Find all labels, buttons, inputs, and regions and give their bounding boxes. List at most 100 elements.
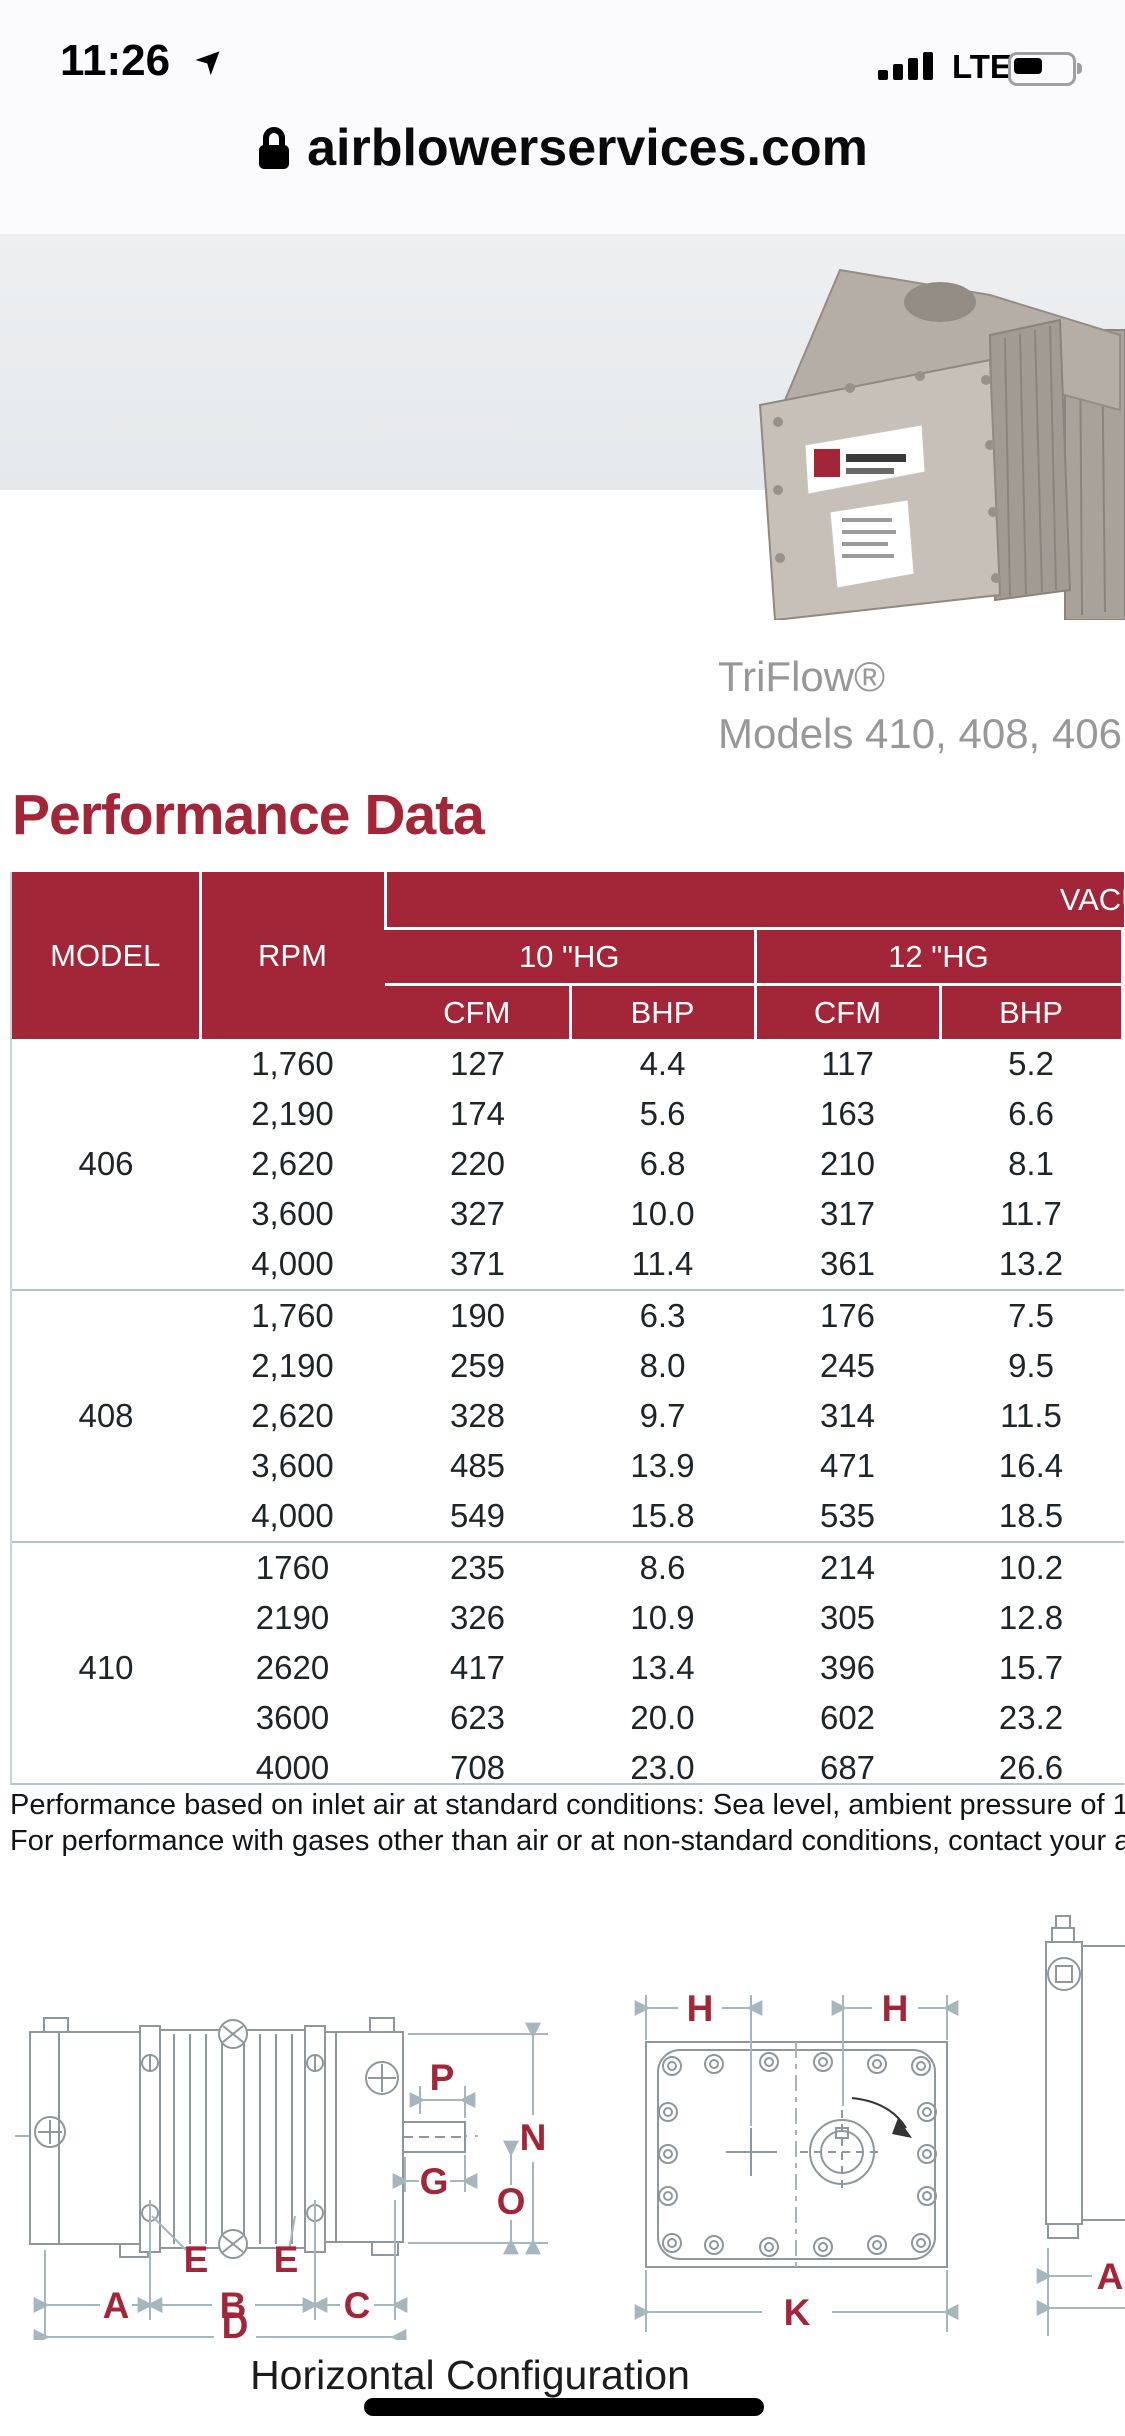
cell: 535 (755, 1491, 940, 1542)
header-vacuum: VACUUM (383, 872, 1124, 929)
cell: 220 (385, 1139, 570, 1189)
cell: 127 (385, 1039, 570, 1089)
header-model: MODEL (12, 872, 200, 1039)
cell: 549 (385, 1491, 570, 1542)
battery-icon (1008, 52, 1082, 86)
end-view-diagram (1045, 1915, 1125, 2239)
table-row: 2620 417 13.4 396 15.7 (12, 1643, 1124, 1693)
cell-signal-icon (878, 52, 940, 80)
cell: 623 (385, 1693, 570, 1743)
network-type-label: LTE (952, 48, 1012, 85)
header-12hg: 12 "HG (753, 927, 1122, 985)
cell: 396 (755, 1643, 940, 1693)
cell: 9.7 (570, 1391, 755, 1441)
cell: 174 (385, 1089, 570, 1139)
dim-label-H: H (882, 1988, 909, 2029)
home-indicator[interactable] (364, 2398, 764, 2416)
clock-label: 11:26 (60, 36, 171, 85)
table-row: 2190 326 10.9 305 12.8 (12, 1593, 1124, 1643)
cell: 18.5 (940, 1491, 1122, 1542)
cell-offscreen (1122, 1441, 1124, 1491)
header-bhp-10: BHP (568, 983, 755, 1039)
cell: 3,600 (200, 1189, 385, 1239)
cell: 20.0 (570, 1693, 755, 1743)
cell: 11.5 (940, 1391, 1122, 1441)
cell: 2190 (200, 1593, 385, 1643)
photo-caption: TriFlow® Models 410, 408, 406 (718, 648, 1122, 762)
cell: 2620 (200, 1643, 385, 1693)
top-view-dimensions (634, 1995, 959, 2332)
header-10hg: 10 "HG (385, 927, 755, 985)
end-view-dimensions (1036, 2248, 1125, 2336)
dim-label-A: A (1097, 2256, 1124, 2297)
cell: 471 (755, 1441, 940, 1491)
table-row: 3,600 485 13.9 471 16.4 (12, 1441, 1124, 1491)
cell-offscreen (1122, 1743, 1124, 1783)
cell: 8.0 (570, 1341, 755, 1391)
table-row: 3600 623 20.0 602 23.2 (12, 1693, 1124, 1743)
cell: 13.9 (570, 1441, 755, 1491)
dim-label-P: P (430, 2057, 455, 2098)
cell-offscreen (1122, 1693, 1124, 1743)
cell: 176 (755, 1289, 940, 1341)
header-bhp-12: BHP (938, 983, 1122, 1039)
dim-label-E: E (184, 2239, 209, 2280)
table-row: 408 1,760 190 6.3 176 7.5 (12, 1289, 1124, 1542)
cell: 2,190 (200, 1089, 385, 1139)
cell: 305 (755, 1593, 940, 1643)
cell-offscreen (1122, 1643, 1124, 1693)
cell: 328 (385, 1391, 570, 1441)
cell: 11.7 (940, 1189, 1122, 1239)
cell: 10.0 (570, 1189, 755, 1239)
cell: 4,000 (200, 1491, 385, 1542)
dim-label-C: C (344, 2285, 371, 2326)
cell: 10.9 (570, 1593, 755, 1643)
cell: 2,620 (200, 1139, 385, 1189)
dim-label-N: N (520, 2117, 547, 2158)
cell: 7.5 (940, 1289, 1122, 1341)
header-cfm-10: CFM (385, 983, 570, 1039)
photo-caption-brand: TriFlow® (718, 653, 886, 700)
cell: 163 (755, 1089, 940, 1139)
cell: 2,190 (200, 1341, 385, 1391)
cell: 6.8 (570, 1139, 755, 1189)
url-text[interactable]: airblowerservices.com (307, 119, 868, 177)
status-bar: 11:26 ➤ LTE (0, 0, 1125, 100)
header-offscreen-col (1120, 983, 1124, 1039)
table-row: 406 1,760 127 4.4 117 5.2 (12, 1039, 1124, 1290)
cell: 327 (385, 1189, 570, 1239)
cell: 4000 (200, 1743, 385, 1783)
table-row: 2,620 328 9.7 314 11.5 (12, 1391, 1124, 1441)
cell: 417 (385, 1643, 570, 1693)
cell-offscreen (1122, 1289, 1124, 1341)
cell: 317 (755, 1189, 940, 1239)
cell: 5.6 (570, 1089, 755, 1139)
table-row: 4,000 371 11.4 361 13.2 (12, 1239, 1124, 1290)
location-icon: ➤ (186, 36, 234, 84)
cell: 245 (755, 1341, 940, 1391)
cell: 15.7 (940, 1643, 1122, 1693)
cell: 326 (385, 1593, 570, 1643)
dim-label-A: A (103, 2285, 130, 2326)
cell: 8.6 (570, 1541, 755, 1593)
model-cell: 408 (12, 1289, 200, 1542)
cell-offscreen (1122, 1139, 1124, 1189)
model-cell: 406 (12, 1039, 200, 1290)
table-row: 4000 708 23.0 687 26.6 (12, 1743, 1124, 1783)
model-cell: 410 (12, 1541, 200, 1783)
cell: 23.0 (570, 1743, 755, 1783)
page-title: Performance Data (12, 783, 485, 847)
cell-offscreen (1122, 1089, 1124, 1139)
cell: 117 (755, 1039, 940, 1089)
url-bar[interactable]: airblowerservices.com (0, 100, 1125, 236)
cell-offscreen (1122, 1491, 1124, 1542)
cell-offscreen (1122, 1189, 1124, 1239)
cell: 1,760 (200, 1289, 385, 1341)
cell-offscreen (1122, 1039, 1124, 1089)
cell: 371 (385, 1239, 570, 1290)
cell: 235 (385, 1541, 570, 1593)
dim-label-G: G (420, 2161, 449, 2202)
note-line-2: For performance with gases other than ai… (10, 1825, 1125, 1857)
performance-table: MODEL RPM VACUUM 10 "HG 12 "HG CFM BHP C… (10, 872, 1124, 1785)
header-cfm-12: CFM (753, 983, 940, 1039)
